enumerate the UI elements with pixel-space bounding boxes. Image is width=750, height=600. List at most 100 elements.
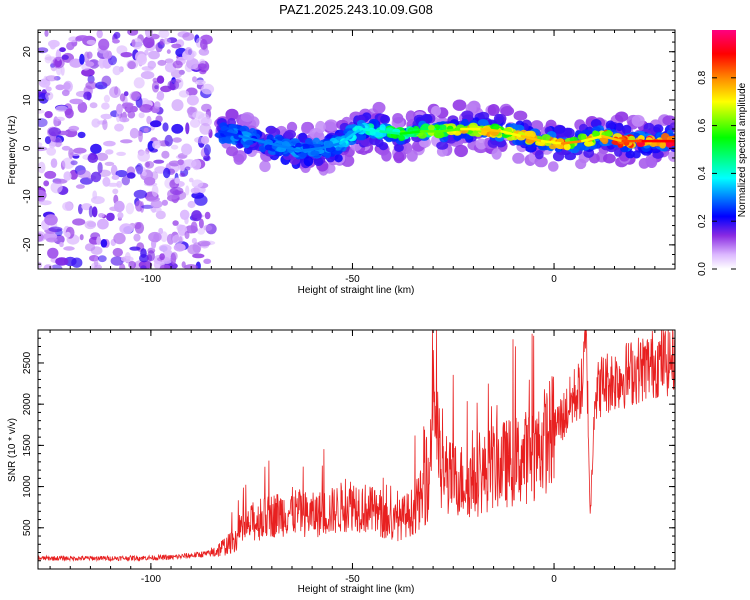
noise-blob xyxy=(185,122,190,135)
ridge-blob xyxy=(393,151,405,164)
noise-blob xyxy=(128,261,137,269)
noise-blob xyxy=(148,50,160,60)
ridge-blob xyxy=(487,104,500,116)
y-tick-label: -10 xyxy=(22,189,33,204)
noise-blob xyxy=(158,30,170,39)
noise-blob xyxy=(101,75,112,87)
noise-blob xyxy=(162,37,172,45)
ridge-segment xyxy=(359,127,382,133)
noise-blob xyxy=(135,200,143,212)
noise-blob xyxy=(125,252,131,262)
noise-blob xyxy=(90,171,102,183)
noise-blob xyxy=(184,47,193,56)
noise-blob xyxy=(45,91,54,101)
noise-blob xyxy=(203,144,211,156)
noise-blob xyxy=(93,256,99,268)
noise-blob xyxy=(45,86,52,92)
noise-blob xyxy=(72,218,86,226)
y-tick-label: 10 xyxy=(22,94,33,106)
ridge-blob xyxy=(526,130,536,139)
noise-blob xyxy=(38,261,43,269)
ridge-blob xyxy=(615,122,624,132)
noise-blob xyxy=(85,61,95,67)
noise-blob xyxy=(43,264,53,269)
noise-blob xyxy=(96,152,109,161)
spectrogram-frame xyxy=(37,29,676,270)
ridge-blob xyxy=(461,118,469,127)
noise-blob xyxy=(90,246,103,255)
noise-blob xyxy=(197,63,207,70)
noise-blob xyxy=(174,177,180,184)
ridge-blob xyxy=(303,156,314,167)
noise-blob xyxy=(76,170,91,179)
noise-blob xyxy=(85,81,97,90)
ridge-blob xyxy=(264,144,274,151)
noise-blob xyxy=(129,127,139,139)
ridge-blob xyxy=(668,150,675,162)
noise-blob xyxy=(100,113,113,120)
noise-blob xyxy=(88,205,94,218)
noise-blob xyxy=(92,190,98,200)
noise-blob xyxy=(96,30,103,39)
y-tick-label: 20 xyxy=(22,46,33,58)
noise-blob xyxy=(44,30,49,37)
noise-blob xyxy=(158,227,164,235)
ridge-blob xyxy=(372,101,386,114)
noise-blob xyxy=(127,30,139,36)
noise-blob xyxy=(147,60,157,69)
noise-blob xyxy=(113,31,121,39)
noise-blob xyxy=(192,76,197,83)
noise-blob xyxy=(182,159,197,169)
ridge-blob xyxy=(433,131,444,139)
noise-blob xyxy=(198,218,204,229)
noise-blob xyxy=(38,146,48,152)
noise-blob xyxy=(77,131,86,139)
noise-blob xyxy=(102,50,113,60)
y-tick-label: 1000 xyxy=(22,475,33,498)
noise-blob xyxy=(126,172,136,179)
noise-blob xyxy=(171,99,184,112)
ridge-blob xyxy=(631,114,645,127)
noise-blob xyxy=(61,54,69,60)
noise-blob xyxy=(91,206,98,218)
ridge-blob xyxy=(394,143,404,152)
noise-blob xyxy=(69,98,83,105)
noise-blob xyxy=(144,161,155,169)
ridge-blob xyxy=(381,149,392,162)
ridge-segment xyxy=(318,142,342,150)
ridge-segment xyxy=(480,127,503,133)
ridge-blob xyxy=(541,134,551,141)
noise-blob xyxy=(65,231,71,238)
ridge-blob xyxy=(428,124,435,132)
noise-blob xyxy=(119,117,130,123)
noise-blob xyxy=(53,178,68,184)
ridge-blob xyxy=(379,124,386,132)
noise-blob xyxy=(177,159,184,166)
snr-series-line xyxy=(38,330,675,563)
noise-blob xyxy=(146,254,153,262)
noise-blob xyxy=(112,39,120,44)
noise-blob xyxy=(150,200,163,209)
noise-blob xyxy=(45,75,58,82)
noise-blob xyxy=(48,127,61,137)
colorbar: 0.0 0.2 0.4 0.6 0.8 Normalized spectral ampl… xyxy=(697,30,748,276)
noise-blob xyxy=(44,214,58,226)
noise-blob xyxy=(103,94,110,103)
noise-blob xyxy=(184,166,191,171)
ridge-blob xyxy=(548,161,559,172)
ridge-blob xyxy=(405,110,416,123)
noise-blob xyxy=(170,186,184,195)
ridge-blob xyxy=(374,131,383,138)
noise-blob xyxy=(55,116,65,122)
ridge-blob xyxy=(454,144,468,158)
noise-blob xyxy=(150,120,162,128)
y-tick-label: 1500 xyxy=(22,434,33,457)
y-tick-label: -20 xyxy=(22,237,33,252)
ridge-blob xyxy=(653,124,664,134)
noise-blob xyxy=(155,210,166,220)
noise-blob xyxy=(153,159,165,164)
noise-blob xyxy=(170,144,179,150)
noise-blob xyxy=(186,94,199,106)
noise-blob xyxy=(47,247,59,259)
